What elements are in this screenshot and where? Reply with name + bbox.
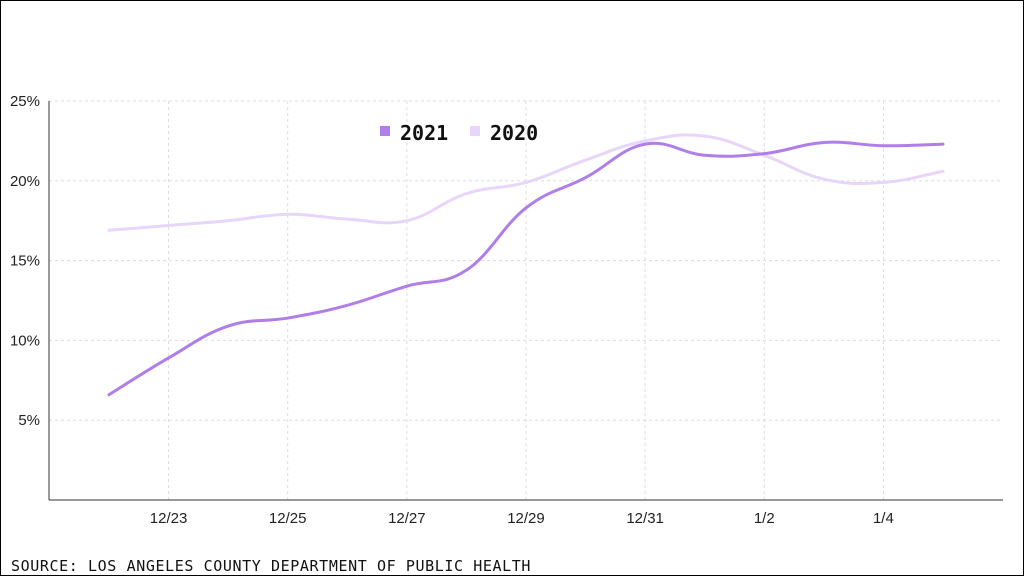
legend-label-2020: 2020	[490, 121, 538, 145]
y-tick-label: 5%	[18, 412, 40, 429]
legend-label-2021: 2021	[400, 121, 448, 145]
x-tick-label: 12/25	[269, 510, 307, 527]
series-lines	[107, 133, 945, 397]
x-tick-label: 12/27	[388, 510, 426, 527]
y-tick-label: 25%	[10, 93, 40, 110]
source-note: SOURCE: LOS ANGELES COUNTY DEPARTMENT OF…	[11, 557, 532, 575]
grid	[49, 100, 1003, 500]
y-tick-label: 15%	[10, 253, 40, 270]
x-tick-label: 12/31	[626, 510, 664, 527]
legend-swatch-2020	[470, 126, 480, 136]
axes: 5% 10% 15% 20% 25% 12/23 12/25 12/27 12/29 12/31 1…	[10, 93, 1003, 527]
x-tick-label: 1/4	[873, 510, 894, 527]
legend-swatch-2021	[380, 126, 390, 136]
y-tick-label: 20%	[10, 173, 40, 190]
x-tick-label: 1/2	[754, 510, 775, 527]
y-tick-label: 10%	[10, 332, 40, 349]
x-tick-label: 12/29	[507, 510, 545, 527]
series-line-2021	[107, 140, 945, 397]
x-tick-label: 12/23	[150, 510, 188, 527]
legend: 2021 2020	[380, 121, 538, 145]
series-line-2020	[107, 133, 945, 232]
